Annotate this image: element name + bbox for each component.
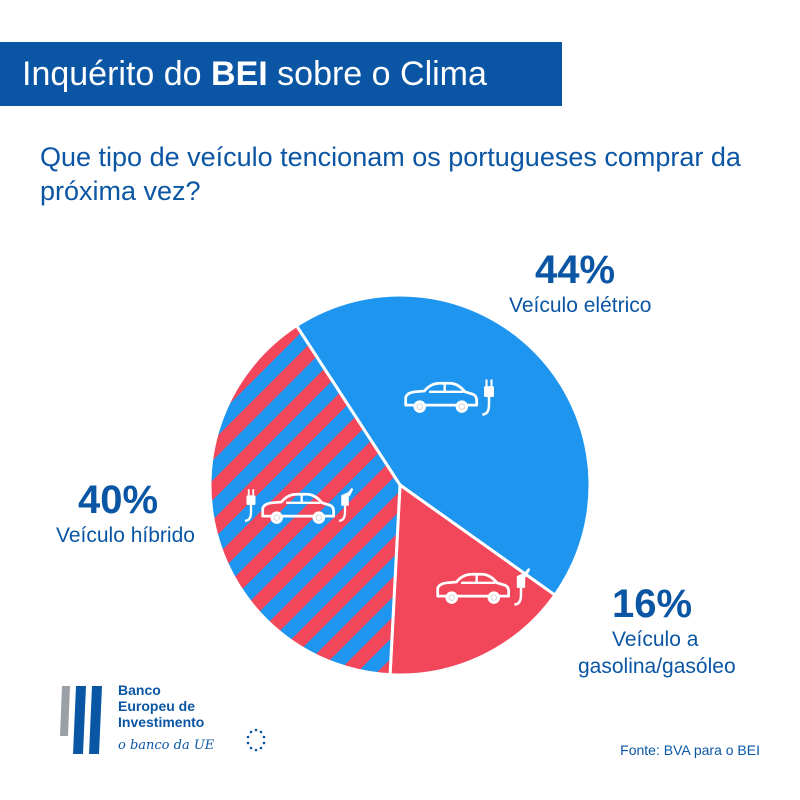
fuel-value-label: 16% xyxy=(612,582,693,626)
pie-slice-1 xyxy=(295,293,592,597)
logo-line-2: Europeu de xyxy=(118,698,196,714)
eib-tagline: o banco da UE xyxy=(118,738,215,753)
hybrid-value-label: 40% xyxy=(78,478,159,522)
logo-line-3: Investimento xyxy=(118,714,205,730)
electric-category-label: Veículo elétrico xyxy=(509,294,652,317)
eib-logo xyxy=(60,686,266,754)
chart-question: Que tipo de veículo tencionam os portugu… xyxy=(40,142,741,206)
title-prefix: Inquérito do xyxy=(22,55,212,93)
title-banner: Inquérito do BEI sobre o Clima xyxy=(0,42,562,106)
source-note: Fonte: BVA para o BEI xyxy=(620,742,760,758)
pie-slice-2 xyxy=(388,483,557,677)
title-bold: BEI xyxy=(211,55,268,93)
pie-slice-3 xyxy=(208,324,402,677)
electric-value-label: 44% xyxy=(535,248,616,292)
hybrid-category-label: Veículo híbrido xyxy=(56,524,195,547)
fuel-category-label-line2: gasolina/gasóleo xyxy=(578,655,736,678)
title-suffix: sobre o Clima xyxy=(267,55,487,93)
logo-line-1: Banco xyxy=(118,682,161,698)
eib-logo-text: Banco Europeu de Investimento xyxy=(118,682,204,730)
fuel-category-label-line1: Veículo a xyxy=(612,628,699,651)
